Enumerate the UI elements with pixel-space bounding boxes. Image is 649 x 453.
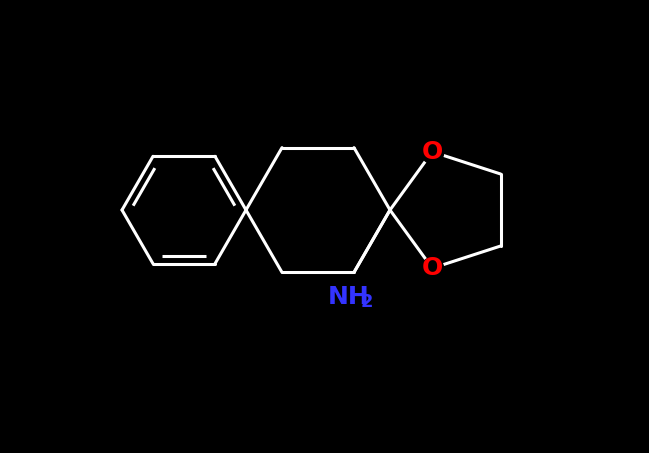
Text: O: O xyxy=(422,256,443,280)
Text: NH: NH xyxy=(328,285,370,309)
Text: 2: 2 xyxy=(361,294,373,311)
Text: O: O xyxy=(422,140,443,164)
